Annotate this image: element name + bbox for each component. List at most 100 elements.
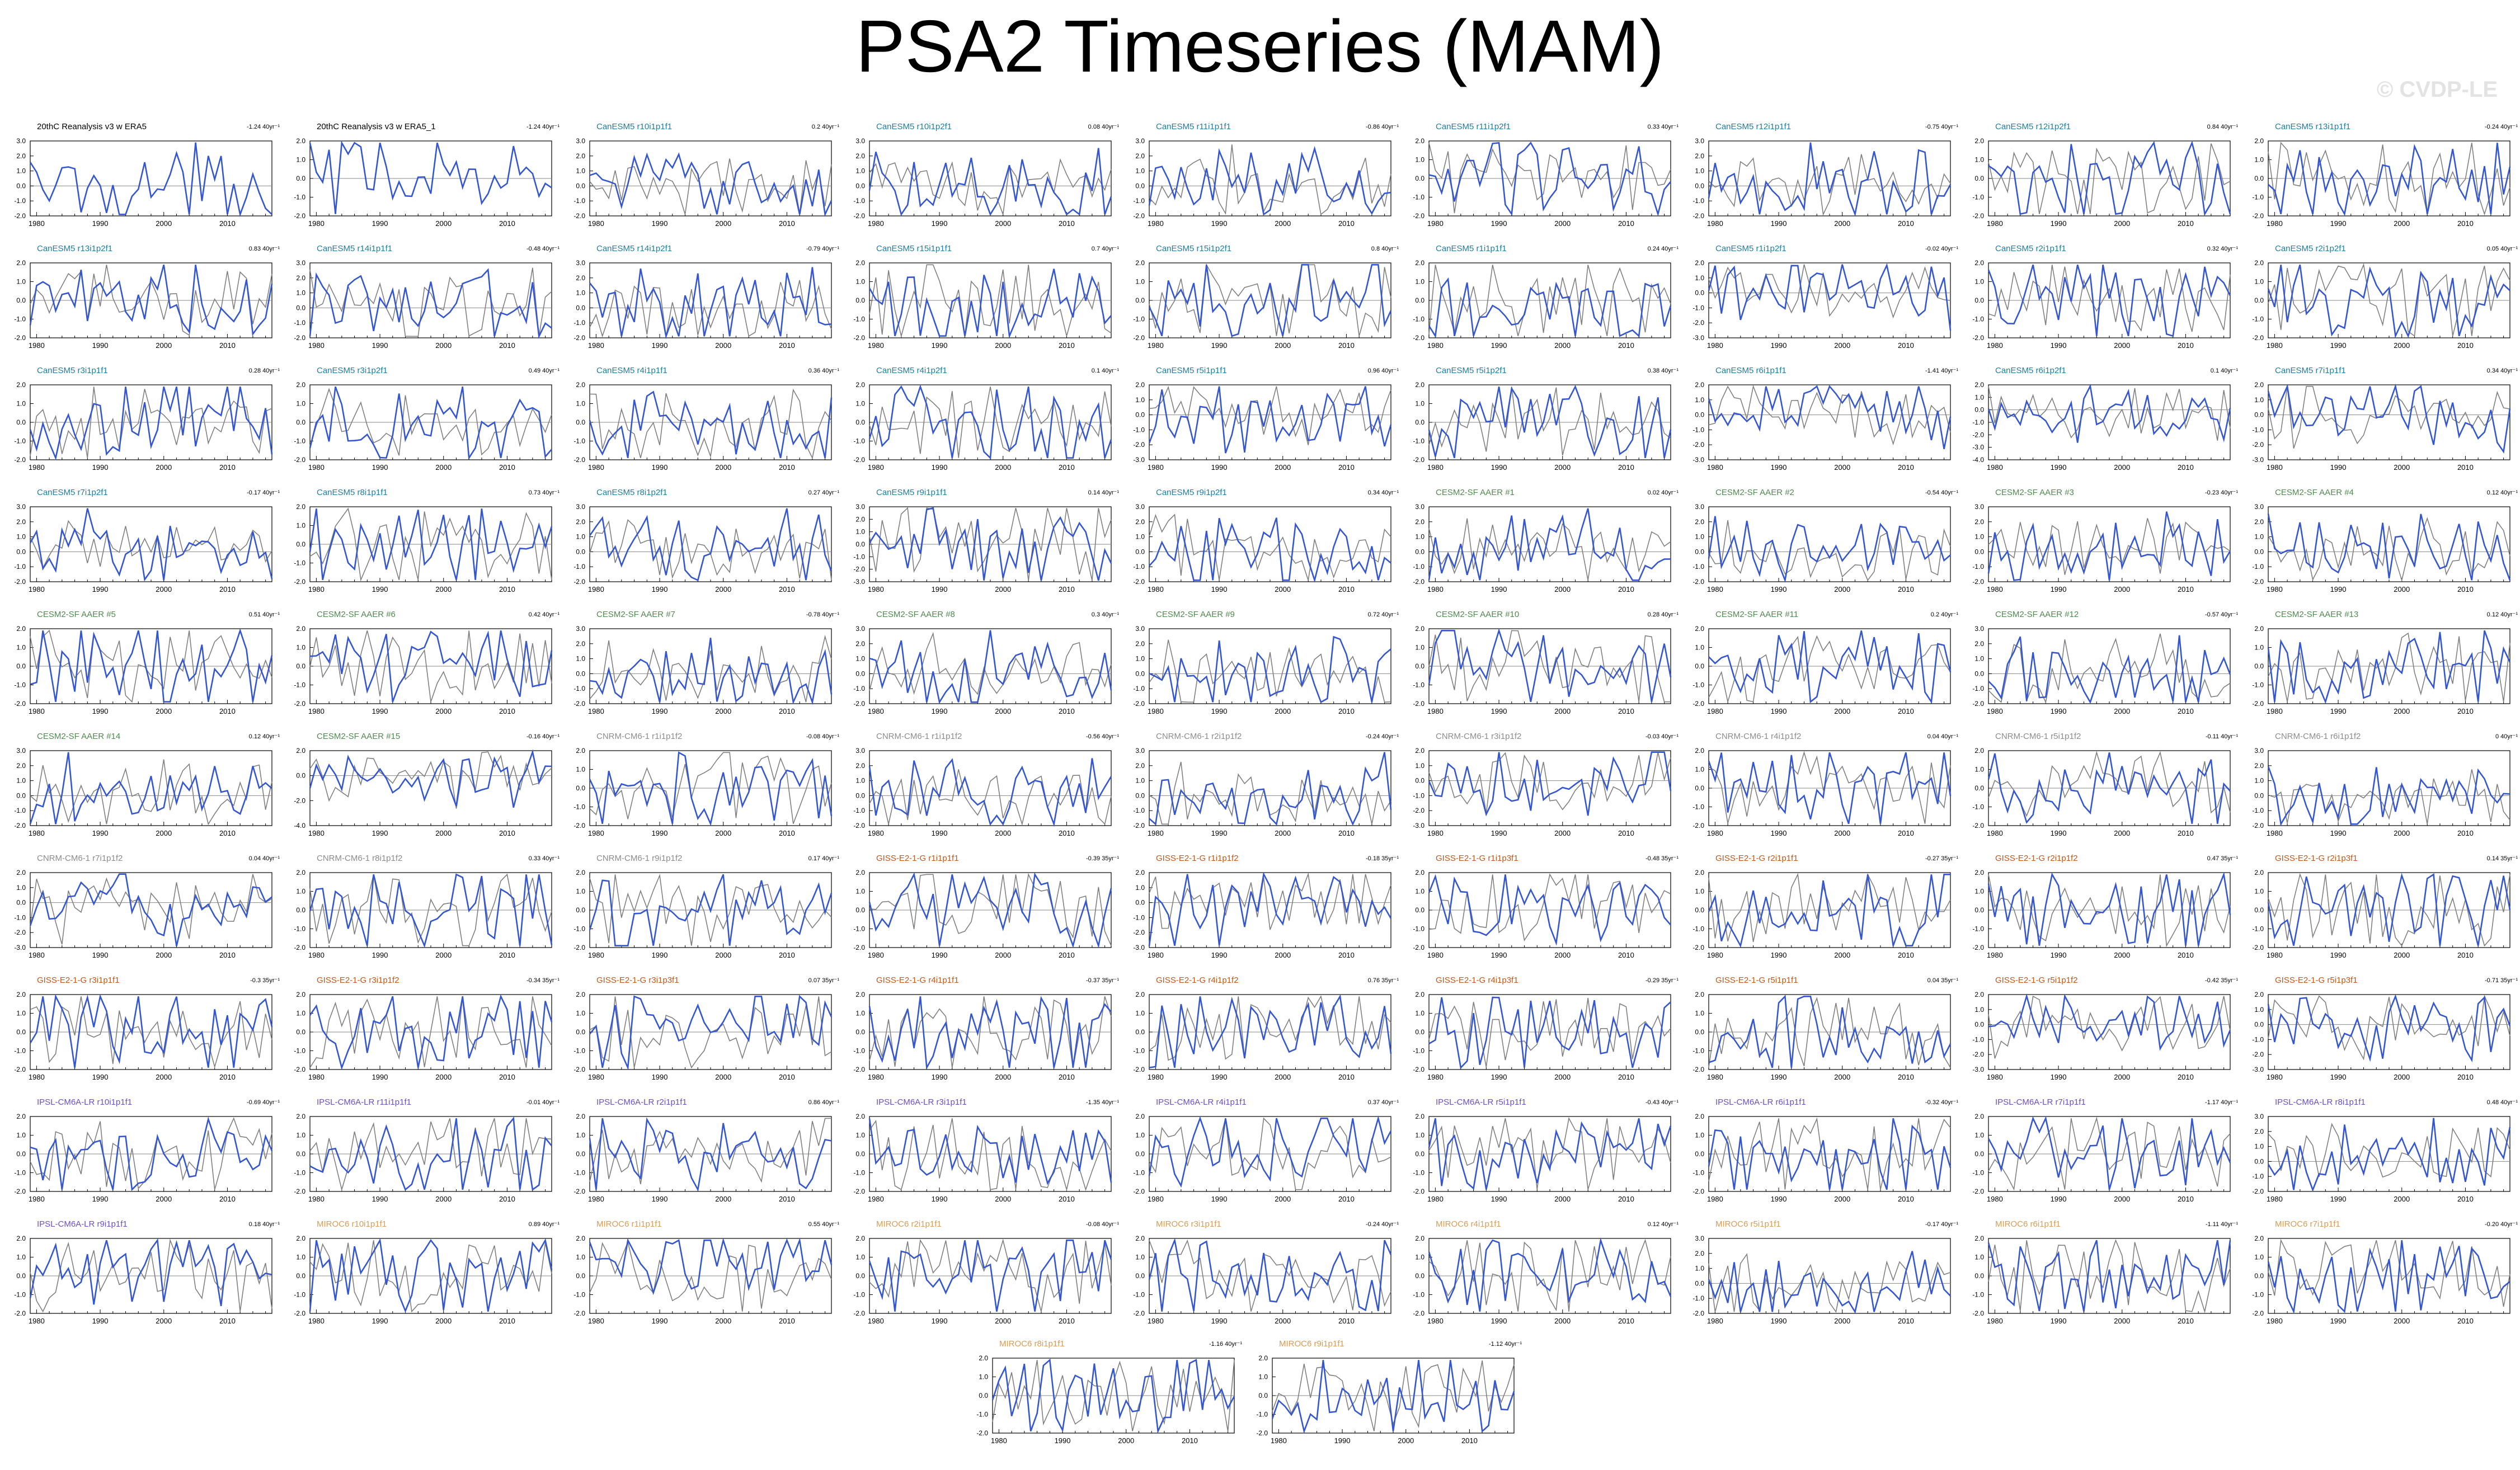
y-tick-label: 1.0 bbox=[1135, 1132, 1145, 1139]
timeseries-panel: CanESM5 r2i1p2f1 0.05 40yr⁻¹ 2.0 1.0 0.0 -1.0… bbox=[2244, 242, 2520, 361]
y-tick-label: 2.0 bbox=[855, 259, 865, 267]
member-series-line bbox=[1988, 635, 2231, 704]
x-tick-label: 1990 bbox=[2051, 829, 2067, 837]
plot-frame bbox=[30, 140, 272, 216]
panel-trend: -0.3 35yr⁻¹ bbox=[250, 977, 280, 984]
y-tick-label: -2.0 bbox=[573, 1309, 585, 1317]
x-tick-label: 1990 bbox=[2051, 707, 2067, 715]
reference-series-line bbox=[589, 158, 832, 215]
x-tick-label: 2000 bbox=[715, 707, 731, 715]
x-tick-label: 2010 bbox=[2457, 585, 2474, 593]
y-tick-label: 0.0 bbox=[2254, 791, 2264, 799]
y-tick-label: -1.0 bbox=[2252, 563, 2264, 571]
reference-series-line bbox=[589, 1240, 832, 1312]
timeseries-panel: MIROC6 r7i1p1f1 -0.20 40yr⁻¹ 2.0 1.0 0.0 -1.0… bbox=[2244, 1217, 2520, 1337]
member-series-line bbox=[29, 873, 272, 946]
panel-title: MIROC6 r10i1p1f1 bbox=[317, 1219, 387, 1229]
y-tick-label: -3.0 bbox=[1133, 944, 1145, 951]
plot-frame bbox=[1988, 384, 2231, 460]
y-tick-label: 0.0 bbox=[1415, 1028, 1424, 1036]
x-tick-label: 2000 bbox=[156, 341, 172, 350]
member-series-line bbox=[1428, 508, 1671, 581]
x-tick-label: 1980 bbox=[2267, 341, 2283, 350]
panel-trend: 0.3 40yr⁻¹ bbox=[1091, 611, 1119, 618]
x-tick-label: 1990 bbox=[1211, 463, 1228, 472]
reference-series-line bbox=[2268, 994, 2510, 1061]
panel-title: CanESM5 r5i1p1f1 bbox=[1156, 366, 1227, 375]
member-series-line bbox=[309, 749, 552, 808]
y-tick-label: 0.0 bbox=[576, 418, 585, 426]
timeseries-panel: MIROC6 r10i1p1f1 0.89 40yr⁻¹ 2.0 1.0 0.0 -1.0… bbox=[285, 1217, 565, 1337]
timeseries-panel: IPSL-CM6A-LR r7i1p1f1 -1.17 40yr⁻¹ 2.0 1.0 0… bbox=[1964, 1095, 2244, 1215]
y-tick-label: 2.0 bbox=[576, 869, 585, 877]
y-tick-label: 0.0 bbox=[1415, 418, 1424, 426]
y-tick-label: 0.0 bbox=[1974, 548, 1984, 555]
member-series-line bbox=[869, 630, 1112, 704]
x-tick-label: 1980 bbox=[588, 219, 604, 228]
x-tick-label: 1990 bbox=[2051, 1317, 2067, 1325]
member-series-line bbox=[1987, 511, 2231, 581]
x-tick-label: 2000 bbox=[156, 707, 172, 715]
y-tick-label: 1.0 bbox=[2254, 777, 2264, 785]
x-tick-label: 1990 bbox=[2330, 341, 2347, 350]
x-tick-label: 2000 bbox=[1554, 1073, 1571, 1081]
y-tick-label: 2.0 bbox=[296, 991, 305, 998]
panel-trend: -1.16 40yr⁻¹ bbox=[1209, 1341, 1242, 1348]
x-tick-label: 2010 bbox=[1059, 1317, 1075, 1325]
plot-frame bbox=[1708, 506, 1951, 582]
member-series-line bbox=[29, 752, 272, 824]
member-series-line bbox=[2267, 630, 2511, 704]
reference-series-line bbox=[869, 873, 1112, 946]
x-tick-label: 2010 bbox=[1618, 463, 1634, 472]
timeseries-panel: GISS-E2-1-G r2i1p3f1 0.14 35yr⁻¹ 2.0 1.0 0.0… bbox=[2244, 851, 2520, 971]
y-tick-label: 0.0 bbox=[16, 791, 26, 799]
x-tick-label: 2010 bbox=[1338, 1073, 1355, 1081]
timeseries-panel: 20thC Reanalysis v3 w ERA5_1 -1.24 40yr⁻¹… bbox=[285, 120, 565, 239]
x-tick-label: 1990 bbox=[372, 1317, 388, 1325]
plot-frame bbox=[1708, 384, 1951, 460]
y-tick-label: 3.0 bbox=[1135, 625, 1145, 633]
panel-trend: -0.57 40yr⁻¹ bbox=[2205, 611, 2238, 618]
x-tick-label: 2000 bbox=[995, 1073, 1011, 1081]
x-tick-label: 2010 bbox=[779, 219, 795, 228]
reference-series-line bbox=[30, 1117, 272, 1190]
x-tick-label: 2000 bbox=[995, 951, 1011, 959]
y-tick-label: 2.0 bbox=[296, 1235, 305, 1242]
y-tick-label: 1.0 bbox=[16, 777, 26, 785]
x-tick-label: 2000 bbox=[1834, 219, 1850, 228]
x-tick-label: 1980 bbox=[1148, 707, 1164, 715]
y-tick-label: -2.0 bbox=[14, 822, 26, 830]
y-tick-label: 0.0 bbox=[576, 784, 585, 792]
x-tick-label: 2010 bbox=[2178, 219, 2194, 228]
x-tick-label: 1980 bbox=[868, 585, 884, 593]
x-tick-label: 2000 bbox=[995, 219, 1011, 228]
y-tick-label: -2.0 bbox=[14, 929, 26, 936]
reference-series-line bbox=[30, 387, 272, 458]
member-series-line bbox=[2267, 264, 2510, 339]
panel-title: IPSL-CM6A-LR r8i1p1f1 bbox=[2275, 1097, 2366, 1107]
x-tick-label: 2000 bbox=[1275, 463, 1291, 472]
x-tick-label: 1990 bbox=[652, 1317, 668, 1325]
x-tick-label: 1980 bbox=[1427, 1317, 1444, 1325]
y-tick-label: -1.0 bbox=[1133, 426, 1145, 434]
y-tick-label: -2.0 bbox=[1413, 212, 1424, 220]
member-series-line bbox=[1708, 385, 1952, 449]
timeseries-panel: IPSL-CM6A-LR r3i1p1f1 -1.35 40yr⁻¹ 2.0 1.0 0… bbox=[845, 1095, 1125, 1215]
y-tick-label: 1.0 bbox=[855, 888, 865, 896]
y-tick-label: 3.0 bbox=[2254, 747, 2264, 755]
x-tick-label: 2010 bbox=[219, 1195, 236, 1203]
plot-frame bbox=[1988, 506, 2231, 582]
x-tick-label: 1990 bbox=[372, 829, 388, 837]
y-tick-label: 3.0 bbox=[1695, 137, 1704, 145]
panel-trend: 0.04 40yr⁻¹ bbox=[1927, 733, 1958, 740]
y-tick-label: 2.0 bbox=[1415, 991, 1424, 998]
x-tick-label: 1990 bbox=[1771, 1195, 1787, 1203]
x-tick-label: 2000 bbox=[1554, 463, 1571, 472]
x-tick-label: 1990 bbox=[92, 1317, 109, 1325]
